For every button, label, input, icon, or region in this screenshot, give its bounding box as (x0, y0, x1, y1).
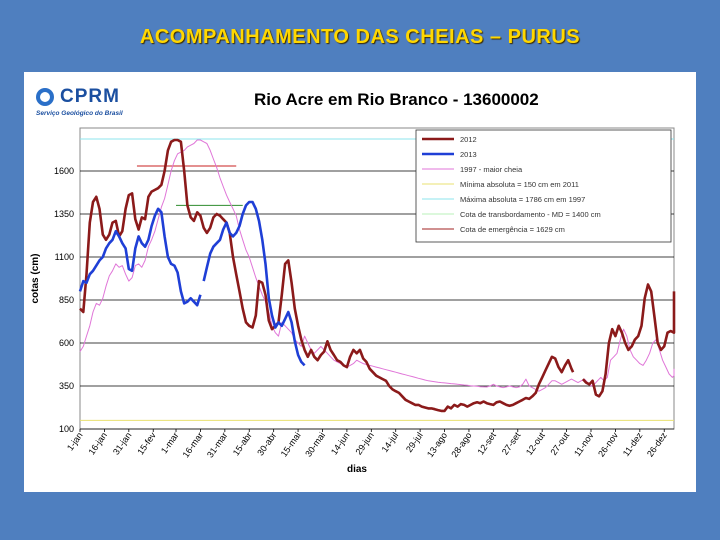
y-axis-label: cotas (cm) (30, 253, 41, 303)
series-line (202, 200, 306, 367)
series-line (78, 207, 202, 307)
y-tick-label: 350 (59, 381, 74, 391)
y-tick-label: 600 (59, 338, 74, 348)
x-tick-label: 29-jun (353, 430, 376, 456)
chart-title: Rio Acre em Rio Branco - 13600002 (254, 90, 539, 109)
x-tick-label: 15-mai (279, 430, 303, 458)
x-tick-label: 31-mar (205, 430, 230, 459)
y-tick-label: 100 (59, 424, 74, 434)
logo-subtitle: Serviço Geológico do Brasil (36, 110, 123, 117)
y-tick-label: 1600 (54, 166, 74, 176)
y-tick-label: 850 (59, 295, 74, 305)
x-tick-label: 27-out (548, 430, 571, 457)
x-tick-label: 27-set (500, 430, 523, 457)
x-tick-label: 16-mar (181, 430, 206, 459)
x-axis-label: dias (347, 464, 367, 475)
x-tick-label: 12-set (475, 430, 498, 457)
x-tick-label: 1-mar (159, 430, 181, 455)
legend-label: 2012 (460, 135, 477, 144)
legend-label: Mínima absoluta = 150 cm em 2011 (460, 180, 579, 189)
logo-name: CPRM (60, 86, 120, 107)
x-tick-label: 13-ago (425, 430, 449, 459)
legend-box (415, 129, 672, 243)
cprm-logo: CPRM Serviço Geológico do Brasil (34, 86, 174, 118)
series-line (79, 139, 675, 392)
x-tick-label: 26-dez (645, 430, 669, 459)
legend-label: 1997 - maior cheia (460, 165, 523, 174)
x-tick-label: 15-fev (135, 430, 158, 457)
x-tick-label: 14-jul (380, 430, 401, 454)
x-tick-label: 30-mai (303, 430, 327, 458)
x-tick-label: 15-abr (231, 430, 254, 457)
legend-label: 2013 (460, 150, 477, 159)
series-line (581, 283, 676, 398)
cprm-logo-icon (36, 88, 54, 106)
legend-label: Cota de emergência = 1629 cm (460, 225, 565, 234)
y-tick-label: 1100 (55, 252, 74, 262)
legend-label: Máxima absoluta = 1786 cm em 1997 (460, 195, 585, 204)
series-line (79, 138, 575, 413)
x-tick-label: 16-jan (87, 430, 110, 456)
x-tick-label: 28-ago (449, 430, 473, 459)
x-tick-label: 26-nov (596, 430, 620, 459)
x-tick-label: 31-jan (111, 430, 134, 456)
legend-label: Cota de transbordamento - MD = 1400 cm (460, 210, 601, 219)
x-tick-label: 11-nov (572, 430, 596, 458)
x-tick-label: 29-jul (404, 430, 425, 454)
x-tick-label: 12-out (524, 430, 547, 457)
y-tick-label: 1350 (54, 209, 74, 219)
chart-panel: CPRM Serviço Geológico do Brasil Rio Acr… (24, 72, 696, 492)
x-tick-label: 11-dez (621, 430, 645, 458)
x-tick-label: 14-jun (329, 430, 352, 456)
x-tick-label: 30-abr (255, 430, 278, 457)
slide-title: ACOMPANHAMENTO DAS CHEIAS – PURUS (139, 26, 581, 48)
